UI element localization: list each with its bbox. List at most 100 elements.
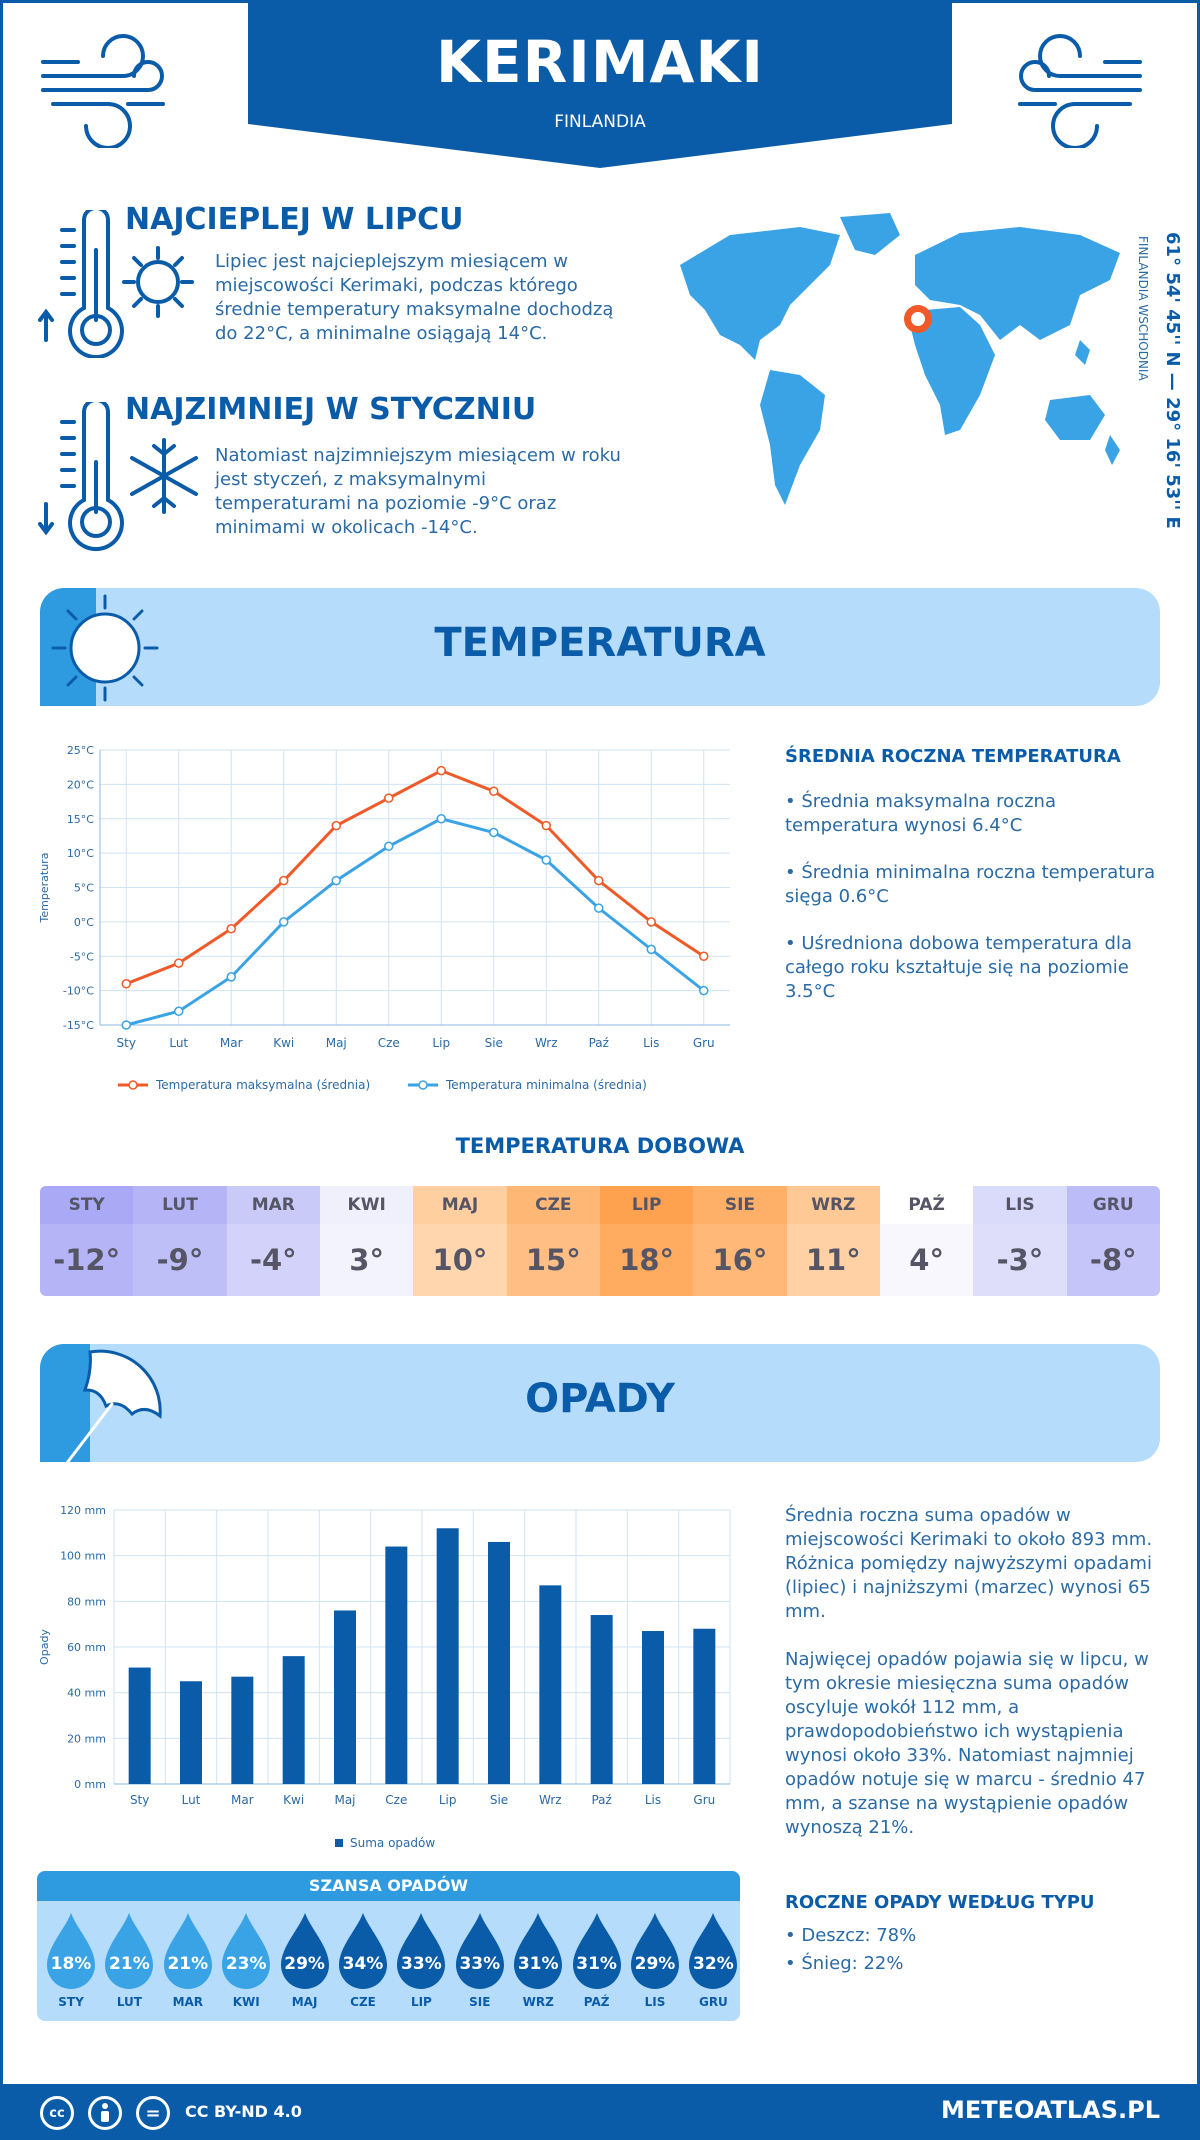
cc-icon: cc — [40, 2096, 74, 2130]
x-tick-label: Maj — [334, 1793, 355, 1807]
chance-drop-mar: 21% MAR — [162, 1911, 212, 2009]
bar-kwi — [282, 1656, 305, 1784]
chance-percent: 33% — [401, 1954, 442, 1974]
data-point — [489, 786, 499, 796]
precip-title: OPADY — [525, 1376, 675, 1422]
daily-value: 10° — [413, 1224, 507, 1296]
bar-sie — [488, 1541, 510, 1784]
x-tick-label: Wrz — [535, 1036, 558, 1050]
daily-temp-table: STY -12° LUT -9° MAR -4° KWI 3° MAJ 10° CZE 15° LIP 1… — [40, 1186, 1160, 1296]
x-tick-label: Cze — [385, 1793, 407, 1807]
sun-icon — [40, 588, 159, 706]
x-tick-label: Kwi — [283, 1793, 304, 1807]
chance-month: PAŹ — [583, 1995, 610, 2009]
data-point — [594, 903, 604, 913]
legend-label: Temperatura minimalna (średnia) — [445, 1078, 647, 1092]
x-tick-label: Kwi — [273, 1036, 294, 1050]
brand-link[interactable]: METEOATLAS.PL — [940, 2096, 1160, 2124]
daily-month: PAŹ — [879, 1186, 974, 1224]
x-tick-label: Lut — [182, 1793, 201, 1807]
data-point — [174, 958, 184, 968]
daily-month: LIP — [599, 1186, 694, 1224]
data-point — [174, 1006, 184, 1016]
world-map — [680, 213, 1120, 505]
daily-month: LUT — [133, 1186, 227, 1224]
y-axis-label: Opady — [38, 1629, 51, 1665]
daily-value: -12° — [40, 1224, 134, 1296]
daily-col-sie: SIE 16° — [693, 1186, 787, 1296]
daily-value: 16° — [693, 1224, 787, 1296]
data-point — [699, 951, 709, 961]
annual-temp-bullet-avg: • Uśredniona dobowa temperatura dla całe… — [785, 933, 1133, 1002]
daily-col-cze: CZE 15° — [506, 1186, 600, 1296]
daily-month: SIE — [693, 1186, 787, 1224]
x-tick-label: Lis — [643, 1036, 659, 1050]
city-title: KERIMAKI — [436, 28, 764, 96]
daily-col-paź: PAŹ 4° — [879, 1186, 974, 1296]
coldest-text: Natomiast najzimniejszym miesiącem w rok… — [215, 445, 621, 538]
annual-temp-title: ŚREDNIA ROCZNA TEMPERATURA — [785, 746, 1121, 767]
chance-drop-maj: 29% MAJ — [279, 1911, 329, 2009]
x-tick-label: Mar — [220, 1036, 243, 1050]
y-tick-label: 0°C — [74, 916, 94, 929]
daily-value: -8° — [1066, 1224, 1160, 1296]
chance-percent: 29% — [284, 1954, 325, 1974]
bar-wrz — [539, 1585, 562, 1784]
chance-percent: 32% — [693, 1954, 734, 1974]
y-tick-label: 0 mm — [74, 1778, 106, 1791]
drop-icon — [47, 1913, 95, 1989]
x-tick-label: Maj — [326, 1036, 347, 1050]
chance-month: LUT — [116, 1995, 142, 2009]
data-point — [121, 1020, 131, 1030]
x-tick-label: Lip — [439, 1793, 457, 1807]
chance-drop-sie: 33% SIE — [454, 1911, 504, 2009]
footer: cc = CC BY-ND 4.0 METEOATLAS.PL — [0, 2084, 1200, 2140]
daily-value: -3° — [973, 1224, 1067, 1296]
daily-month: KWI — [319, 1186, 414, 1224]
thermometer-snowflake-icon — [38, 402, 198, 551]
drop-icon — [163, 1913, 212, 1989]
bar-lut — [180, 1681, 202, 1784]
chance-month: MAJ — [291, 1995, 318, 2009]
precip-type-snow: • Śnieg: 22% — [785, 1953, 904, 1974]
precip-summary-text: Średnia roczna suma opadów w miejscowośc… — [785, 1505, 1153, 1622]
daily-col-kwi: KWI 3° — [319, 1186, 414, 1296]
chance-month: SIE — [469, 1995, 491, 2009]
daily-value: -9° — [133, 1224, 227, 1296]
chance-drop-lut: 21% LUT — [103, 1911, 154, 2009]
data-point — [541, 820, 551, 831]
umbrella-icon — [40, 1344, 162, 1474]
drop-icon — [222, 1913, 271, 1989]
y-tick-label: -15°C — [63, 1019, 94, 1032]
precip-chance-title: SZANSA OPADÓW — [37, 1871, 740, 1901]
daily-col-maj: MAJ 10° — [413, 1186, 507, 1296]
y-tick-label: 80 mm — [67, 1595, 106, 1608]
chance-month: MAR — [172, 1995, 204, 2009]
data-point — [226, 972, 236, 982]
chance-drop-wrz: 31% WRZ — [512, 1911, 563, 2009]
chance-month: STY — [58, 1995, 84, 2009]
data-point — [699, 985, 709, 996]
data-point — [226, 924, 236, 934]
legend-marker — [418, 1080, 428, 1090]
y-tick-label: 5°C — [74, 882, 94, 895]
daily-temp-title: TEMPERATURA DOBOWA — [455, 1134, 745, 1158]
precipitation-chart: 0 mm 20 mm 40 mm 60 mm 80 mm 100 mm 120 mm Opad… — [38, 1504, 731, 1850]
bar-lis — [642, 1631, 664, 1784]
chance-percent: 21% — [109, 1954, 150, 1974]
x-tick-label: Lis — [645, 1793, 661, 1807]
y-tick-label: 10°C — [67, 847, 94, 860]
chance-month: CZE — [350, 1995, 376, 2009]
series-line-max — [125, 768, 705, 986]
coldest-title: NAJZIMNIEJ W STYCZNIU — [125, 392, 537, 427]
header-banner-shape — [248, 0, 952, 168]
data-point — [279, 875, 289, 886]
annual-temp-bullet-min: • Średnia minimalna roczna temperatura s… — [785, 862, 1156, 907]
chance-month: LIP — [410, 1995, 432, 2009]
y-tick-label: -10°C — [63, 985, 94, 998]
x-tick-label: Sty — [117, 1036, 136, 1050]
data-point — [384, 841, 394, 851]
daily-month: CZE — [506, 1186, 600, 1224]
x-tick-label: Paź — [589, 1036, 609, 1050]
chance-percent: 29% — [634, 1954, 676, 1974]
